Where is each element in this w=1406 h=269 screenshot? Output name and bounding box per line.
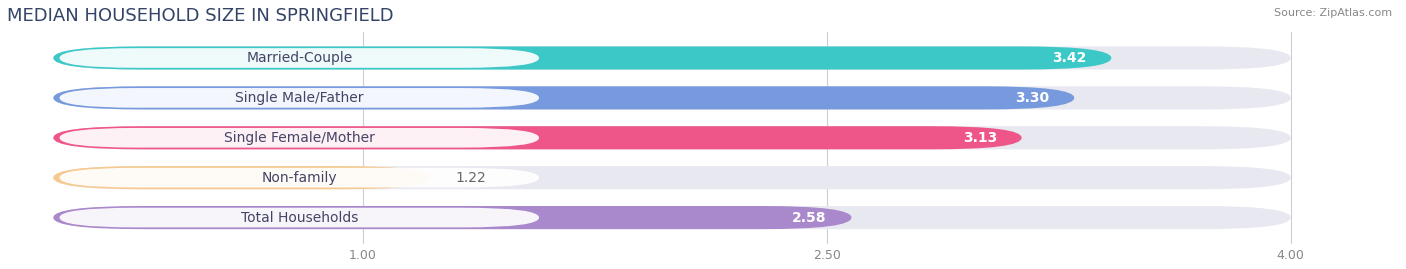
Text: Total Households: Total Households: [240, 211, 359, 225]
FancyBboxPatch shape: [53, 47, 1291, 70]
FancyBboxPatch shape: [59, 168, 538, 187]
FancyBboxPatch shape: [53, 47, 1111, 70]
FancyBboxPatch shape: [53, 126, 1022, 149]
Text: Married-Couple: Married-Couple: [246, 51, 353, 65]
FancyBboxPatch shape: [53, 206, 852, 229]
Text: 3.13: 3.13: [963, 131, 997, 145]
Text: 3.42: 3.42: [1052, 51, 1087, 65]
FancyBboxPatch shape: [53, 86, 1291, 109]
Text: 2.58: 2.58: [792, 211, 827, 225]
Text: Non-family: Non-family: [262, 171, 337, 185]
Text: Single Male/Father: Single Male/Father: [235, 91, 364, 105]
Text: MEDIAN HOUSEHOLD SIZE IN SPRINGFIELD: MEDIAN HOUSEHOLD SIZE IN SPRINGFIELD: [7, 7, 394, 25]
FancyBboxPatch shape: [53, 206, 1291, 229]
FancyBboxPatch shape: [53, 126, 1291, 149]
FancyBboxPatch shape: [53, 166, 1291, 189]
FancyBboxPatch shape: [59, 128, 538, 148]
Text: 3.30: 3.30: [1015, 91, 1049, 105]
FancyBboxPatch shape: [53, 166, 430, 189]
Text: Source: ZipAtlas.com: Source: ZipAtlas.com: [1274, 8, 1392, 18]
Text: 1.22: 1.22: [456, 171, 486, 185]
FancyBboxPatch shape: [53, 86, 1074, 109]
FancyBboxPatch shape: [59, 48, 538, 68]
FancyBboxPatch shape: [59, 88, 538, 108]
FancyBboxPatch shape: [59, 208, 538, 227]
Text: Single Female/Mother: Single Female/Mother: [224, 131, 375, 145]
